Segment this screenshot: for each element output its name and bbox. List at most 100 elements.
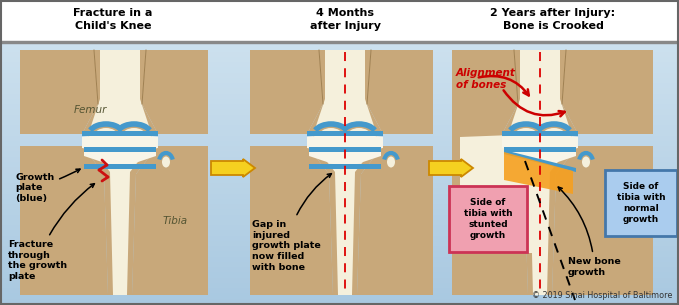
Bar [0,284,679,289]
Polygon shape [112,132,128,146]
Bar [0,47,679,52]
FancyArrow shape [429,159,473,177]
Polygon shape [460,135,533,253]
Bar [0,42,679,47]
Bar [0,58,679,63]
Ellipse shape [384,153,398,171]
Bar [307,131,383,136]
Polygon shape [20,50,98,134]
Bar [0,110,679,116]
Text: Tibia: Tibia [163,216,188,226]
Ellipse shape [508,124,544,148]
Polygon shape [552,146,653,295]
Bar [0,263,679,268]
Bar [0,100,679,105]
Bar [0,237,679,242]
Polygon shape [502,50,578,134]
Polygon shape [307,134,383,152]
Ellipse shape [387,156,395,167]
Ellipse shape [536,124,572,148]
Bar [0,300,679,305]
Bar [0,74,679,79]
Ellipse shape [579,153,593,171]
Polygon shape [502,146,578,295]
Polygon shape [562,50,653,134]
FancyArrow shape [211,159,255,177]
Bar [0,210,679,216]
Ellipse shape [347,128,371,144]
Ellipse shape [313,124,349,148]
Text: Fracture in a
Child's Knee: Fracture in a Child's Knee [73,8,153,31]
Polygon shape [510,50,570,129]
Text: Femur: Femur [73,105,107,115]
Text: New bone
growth: New bone growth [558,187,621,277]
Polygon shape [357,146,433,295]
Polygon shape [90,50,150,129]
Polygon shape [512,149,568,295]
Bar [84,164,156,169]
Ellipse shape [514,128,538,144]
Polygon shape [504,150,576,172]
FancyBboxPatch shape [605,170,677,236]
Bar [0,184,679,189]
Polygon shape [92,149,148,295]
Text: 2 Years after Injury:
Bone is Crooked: 2 Years after Injury: Bone is Crooked [490,8,616,31]
Bar [0,247,679,253]
Bar [0,258,679,263]
Polygon shape [317,149,373,295]
Polygon shape [309,148,381,164]
Bar [0,226,679,231]
Bar [0,79,679,84]
Bar [502,131,578,136]
Bar [0,274,679,279]
Bar [0,52,679,58]
Bar [0,163,679,168]
Bar [0,116,679,121]
Bar [0,179,679,184]
Bar [0,105,679,110]
Ellipse shape [582,156,590,167]
Bar [0,121,679,126]
Text: Fracture
through
the growth
plate: Fracture through the growth plate [8,184,94,281]
Polygon shape [250,50,323,134]
Bar [0,253,679,258]
Bar [0,268,679,274]
Ellipse shape [88,124,124,148]
Polygon shape [452,146,528,295]
Polygon shape [82,50,158,134]
Bar [0,242,679,247]
Polygon shape [307,146,383,295]
Polygon shape [315,50,375,129]
Bar [1,41,678,42]
Polygon shape [452,132,528,295]
Polygon shape [504,152,573,194]
Polygon shape [367,50,433,134]
Bar [309,164,381,169]
Polygon shape [20,146,108,295]
Text: © 2019 Sinai Hospital of Baltimore: © 2019 Sinai Hospital of Baltimore [532,291,672,300]
Polygon shape [452,50,518,134]
Bar [0,68,679,74]
Ellipse shape [116,124,152,148]
Text: Side of
tibia with
normal
growth: Side of tibia with normal growth [617,182,665,224]
Ellipse shape [122,128,146,144]
Ellipse shape [159,153,173,171]
Bar [0,142,679,147]
Polygon shape [504,148,576,164]
Bar [0,221,679,226]
Bar [0,195,679,200]
Polygon shape [337,132,353,146]
Text: Alignment
of bones: Alignment of bones [456,68,516,90]
Bar [0,89,679,95]
Bar [0,200,679,205]
Polygon shape [142,50,208,134]
Bar [0,131,679,137]
Polygon shape [82,146,158,295]
Polygon shape [82,134,158,152]
Bar [0,231,679,237]
FancyBboxPatch shape [449,186,527,252]
Bar [0,189,679,195]
Text: 4 Months
after Injury: 4 Months after Injury [310,8,380,31]
Ellipse shape [162,156,170,167]
Bar [0,95,679,100]
